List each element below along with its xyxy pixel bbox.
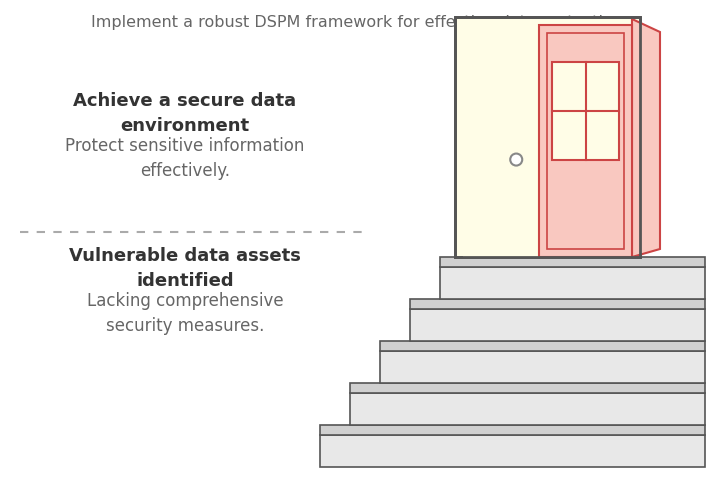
Bar bbox=[350, 383, 705, 393]
Bar bbox=[552, 62, 619, 160]
Text: Lacking comprehensive
security measures.: Lacking comprehensive security measures. bbox=[87, 292, 283, 335]
Bar bbox=[320, 435, 705, 467]
Bar bbox=[380, 341, 705, 351]
Bar bbox=[410, 299, 705, 309]
Bar bbox=[350, 393, 705, 425]
Bar bbox=[380, 351, 705, 383]
Circle shape bbox=[510, 153, 522, 166]
Bar bbox=[539, 25, 632, 257]
Polygon shape bbox=[539, 25, 632, 257]
Text: Vulnerable data assets
identified: Vulnerable data assets identified bbox=[69, 247, 301, 290]
Bar bbox=[440, 257, 705, 267]
Bar bbox=[455, 17, 640, 257]
Bar bbox=[547, 33, 624, 249]
Bar bbox=[463, 25, 632, 257]
Polygon shape bbox=[632, 19, 660, 257]
Bar bbox=[463, 25, 539, 257]
Bar bbox=[320, 425, 705, 435]
Text: Achieve a secure data
environment: Achieve a secure data environment bbox=[73, 92, 296, 135]
Bar bbox=[410, 309, 705, 341]
Bar bbox=[455, 17, 640, 257]
Bar bbox=[440, 267, 705, 299]
Text: Protect sensitive information
effectively.: Protect sensitive information effectivel… bbox=[65, 137, 305, 180]
Text: Implement a robust DSPM framework for effective data protection.: Implement a robust DSPM framework for ef… bbox=[91, 15, 628, 30]
